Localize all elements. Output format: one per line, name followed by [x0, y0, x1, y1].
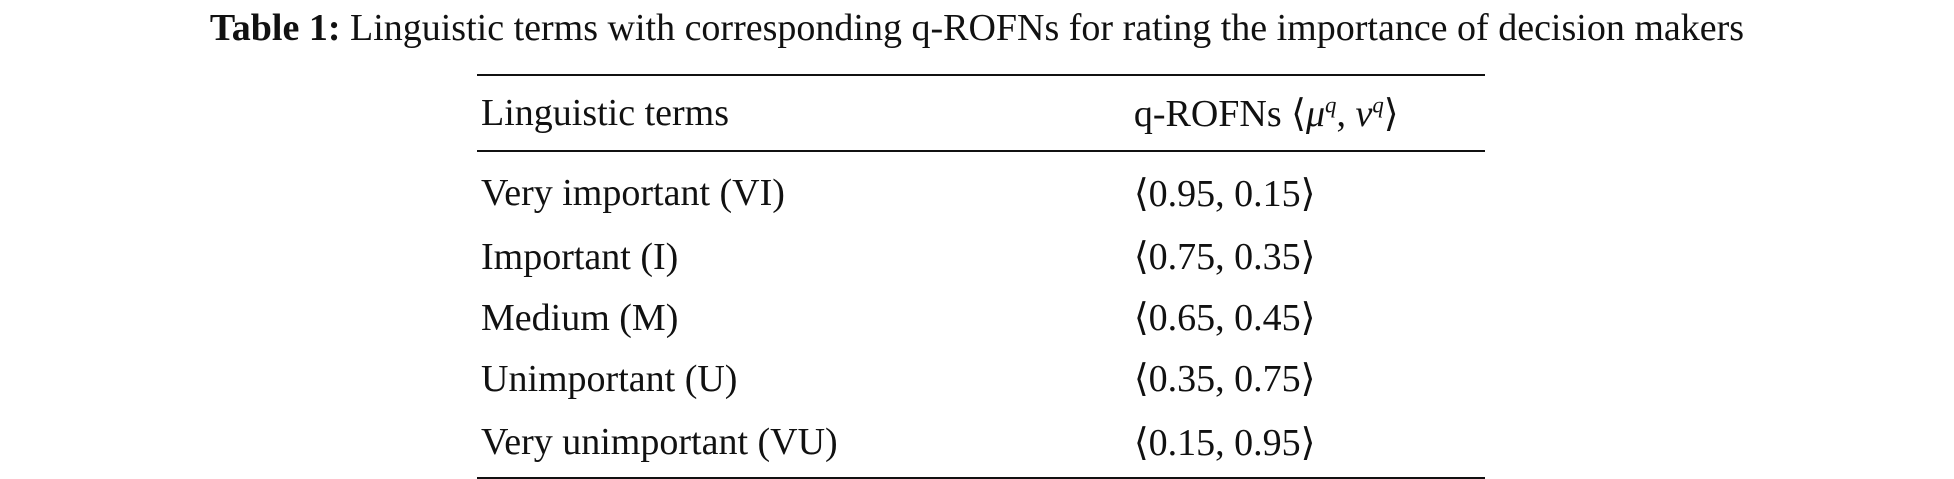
table-row: Very unimportant (VU) ⟨0.15, 0.95⟩ [477, 409, 1485, 478]
header-q-rofns-suffix: ⟩ [1383, 92, 1399, 135]
term-cell: Unimportant (U) [481, 357, 738, 400]
header-separator: , [1336, 92, 1356, 135]
value-cell: ⟨0.75, 0.35⟩ [1133, 236, 1316, 278]
mu-symbol: μ [1305, 92, 1326, 135]
caption-label: Table 1: [209, 7, 341, 49]
caption-text: Linguistic terms with corresponding q-RO… [349, 7, 1745, 49]
nu-symbol: ν [1355, 92, 1373, 135]
mu-exponent: q [1325, 91, 1337, 117]
header-q-rofns: q-ROFNs ⟨μq, νq⟩ [1130, 75, 1485, 151]
term-cell: Very unimportant (VU) [481, 421, 838, 463]
linguistic-terms-table: Linguistic terms q-ROFNs ⟨μq, νq⟩ Very i… [477, 74, 1485, 479]
table-row: Important (I) ⟨0.75, 0.35⟩ [477, 226, 1485, 287]
term-cell: Very important (VI) [481, 172, 785, 214]
table-header-row: Linguistic terms q-ROFNs ⟨μq, νq⟩ [477, 75, 1485, 151]
nu-exponent: q [1372, 91, 1384, 117]
term-cell: Medium (M) [481, 296, 679, 339]
table-caption: Table 1: Linguistic terms with correspon… [0, 4, 1954, 52]
value-cell: ⟨0.35, 0.75⟩ [1133, 358, 1316, 400]
header-linguistic-terms: Linguistic terms [481, 92, 730, 134]
value-cell: ⟨0.95, 0.15⟩ [1133, 172, 1316, 215]
value-cell: ⟨0.15, 0.95⟩ [1133, 421, 1316, 464]
table-row: Unimportant (U) ⟨0.35, 0.75⟩ [477, 348, 1485, 409]
header-q-rofns-prefix: q-ROFNs ⟨ [1133, 92, 1306, 135]
table-row: Very important (VI) ⟨0.95, 0.15⟩ [477, 151, 1485, 226]
table-row: Medium (M) ⟨0.65, 0.45⟩ [477, 287, 1485, 348]
term-cell: Important (I) [481, 235, 679, 278]
value-cell: ⟨0.65, 0.45⟩ [1133, 297, 1316, 339]
